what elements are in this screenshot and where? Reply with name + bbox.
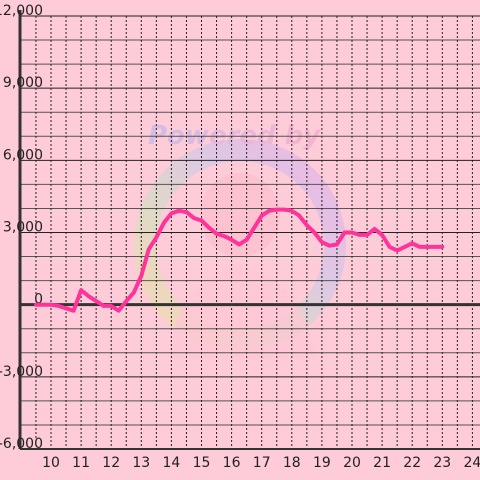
x-tick-label: 13	[132, 455, 150, 471]
x-tick-label: 11	[72, 455, 90, 471]
x-tick-label: 16	[223, 455, 241, 471]
watermark-figure-body	[170, 265, 315, 360]
y-tick-label: -6,000	[0, 436, 43, 452]
x-tick-label: 18	[283, 455, 301, 471]
tick-labels: 12,000 9,000 6,000 3,000 0 -3,000 -6,000 10 11 12…	[0, 3, 480, 471]
x-tick-label: 14	[162, 455, 180, 471]
x-tick-label: 17	[253, 455, 271, 471]
x-tick-label: 24	[463, 455, 480, 471]
y-tick-label: 9,000	[3, 75, 43, 91]
y-tick-label: 12,000	[0, 3, 43, 19]
x-tick-label: 10	[42, 455, 60, 471]
x-tick-label: 15	[193, 455, 211, 471]
series	[34, 207, 445, 313]
x-tick-label: 23	[433, 455, 451, 471]
series-line	[34, 207, 445, 313]
y-tick-label: -3,000	[0, 364, 43, 380]
x-tick-label: 21	[373, 455, 391, 471]
x-tick-label: 20	[343, 455, 361, 471]
x-tick-label: 22	[403, 455, 421, 471]
y-tick-label: 3,000	[3, 220, 43, 236]
y-tick-label: 6,000	[3, 147, 43, 163]
x-tick-label: 19	[313, 455, 331, 471]
axes	[18, 10, 480, 450]
x-tick-label: 12	[102, 455, 120, 471]
y-tick-label: 0	[34, 292, 43, 308]
